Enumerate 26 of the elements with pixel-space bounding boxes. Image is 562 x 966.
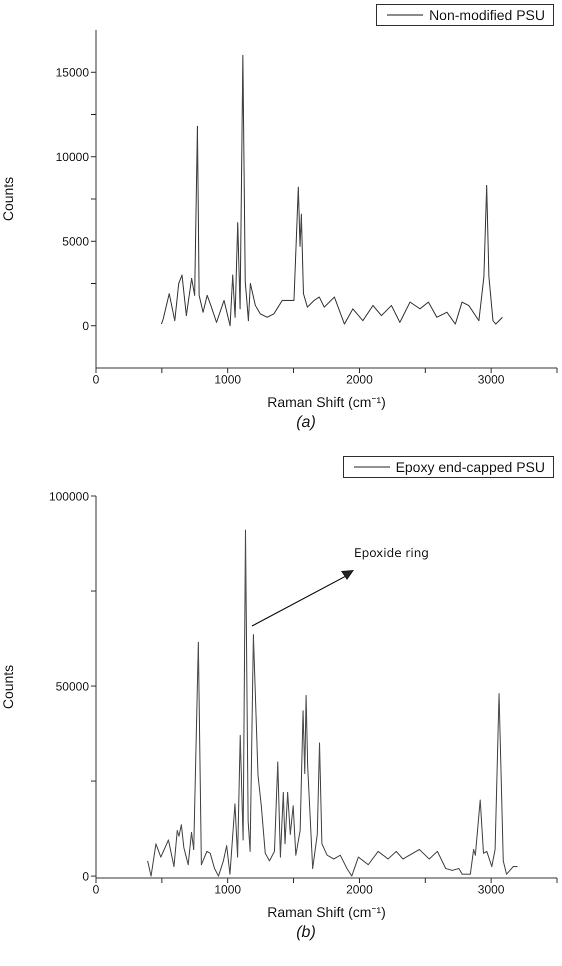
text: (a)	[295, 414, 317, 432]
y-tick-label: 100000	[48, 489, 90, 504]
y-tick-label: 15000	[56, 66, 90, 80]
line-series	[160, 54, 504, 326]
y-axis-title: Counts	[0, 664, 16, 710]
y-tick-label: 10000	[56, 150, 90, 164]
x-tick-label: 1000	[214, 372, 242, 387]
annotation: Epoxide ring	[354, 546, 429, 560]
y-tick-label: 5000	[62, 234, 90, 249]
x-tick-label: 3000	[478, 372, 505, 387]
x-tick-label: 2000	[346, 882, 374, 897]
y-tick-label: 0	[82, 319, 90, 334]
legend-label: Non-modified PSU	[429, 7, 545, 23]
x-axis-title: Raman Shift (cm⁻¹)	[266, 903, 387, 921]
legend-label: Epoxy end-capped PSU	[396, 459, 545, 475]
y-axis-title: Counts	[0, 176, 16, 222]
line-series	[147, 530, 518, 877]
y-tick-label: 0	[82, 869, 90, 884]
y-tick-label: 50000	[56, 679, 90, 694]
x-tick-label: 1000	[214, 882, 242, 897]
x-tick-label: 0	[92, 372, 100, 387]
x-tick-label: 3000	[478, 882, 505, 897]
x-axis-title: Raman Shift (cm⁻¹)	[266, 393, 387, 411]
x-tick-label: 2000	[346, 372, 374, 387]
x-tick-label: 0	[92, 882, 100, 897]
text: (b)	[295, 924, 317, 942]
